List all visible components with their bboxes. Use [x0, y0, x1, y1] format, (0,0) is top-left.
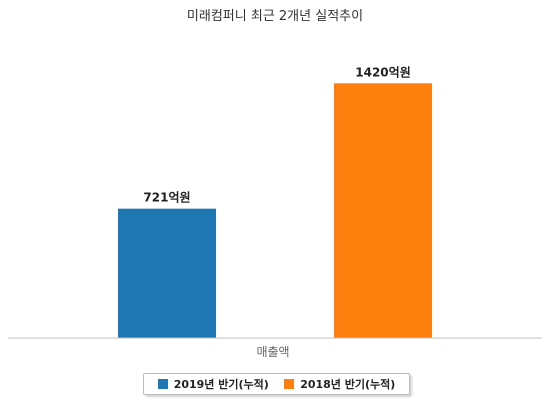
legend: 2019년 반기(누적) 2018년 반기(누적) — [143, 373, 410, 395]
legend-label-2019: 2019년 반기(누적) — [173, 378, 269, 391]
legend-label-2018: 2018년 반기(누적) — [300, 378, 396, 391]
legend-item-2018[interactable]: 2018년 반기(누적) — [284, 376, 395, 392]
legend-item-2019[interactable]: 2019년 반기(누적) — [157, 376, 269, 392]
data-label-2019: 721억원 — [143, 191, 190, 205]
plot-area: 721억원 1420억원 — [118, 65, 432, 338]
data-label-2018: 1420억원 — [355, 65, 410, 79]
bar-2019[interactable] — [118, 208, 216, 338]
bar-2018[interactable] — [334, 83, 432, 338]
chart-title: 미래컴퍼니 최근 2개년 실적추이 — [187, 9, 363, 24]
legend-swatch-2019 — [157, 379, 168, 389]
x-category-label: 매출액 — [256, 345, 289, 359]
legend-swatch-2018 — [284, 379, 295, 389]
